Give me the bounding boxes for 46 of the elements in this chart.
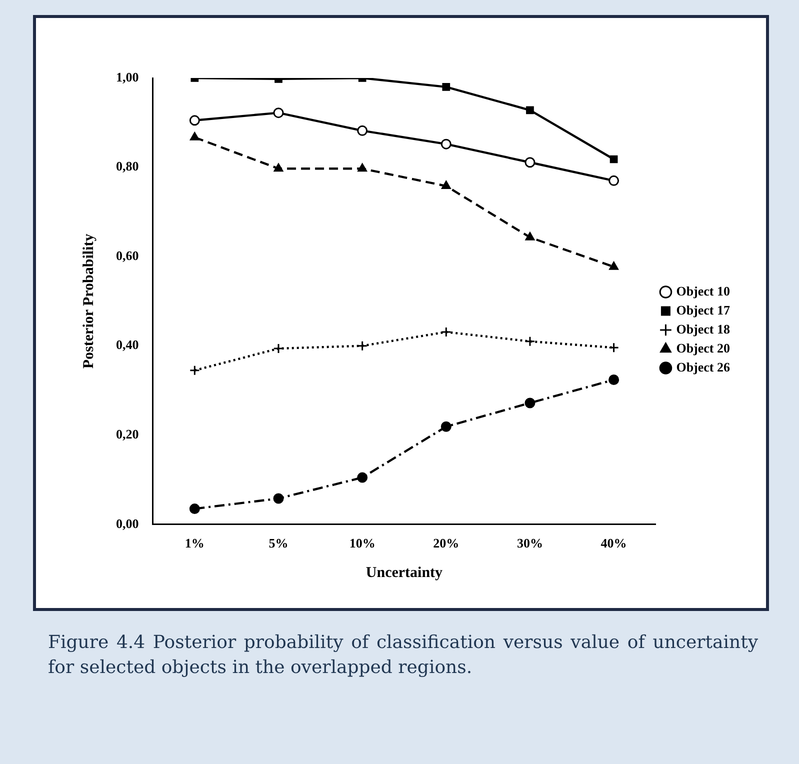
point [524,336,536,347]
x-tick-label: 30% [516,536,543,551]
point [440,138,452,150]
y-tick-label: 0,40 [116,337,139,352]
legend-label: Object 18 [676,321,730,336]
point [440,326,452,338]
x-tick-label: 40% [600,536,627,551]
point [610,155,618,164]
point [608,374,620,386]
point [189,365,200,376]
point [526,106,534,114]
point [190,132,200,140]
point [524,157,536,168]
point [442,82,450,91]
point [608,342,620,353]
legend-label: Object 20 [676,340,730,356]
y-tick-label: 0,00 [116,516,139,531]
legend-label: Object 10 [676,283,730,298]
legend-label: Object 26 [676,359,730,374]
point [274,163,284,172]
legend-label: Object 17 [676,302,730,318]
caption: Figure 4.4 Posterior probability of classification versus value of uncertainty for selected objects in the overlapped regions. [48,631,758,680]
point [189,504,200,514]
x-tick-label: 1% [184,536,204,551]
point [273,493,284,504]
x-tick-label: 5% [268,536,288,551]
y-tick-label: 1,00 [116,69,139,84]
y-tick-label: 0,60 [116,248,139,263]
y-axis-title: Posterior Probability [80,233,97,369]
point [189,115,200,126]
point [358,163,367,172]
x-tick-label: 20% [433,536,460,551]
point [440,421,452,432]
point [524,398,536,408]
y-tick-label: 0,80 [116,158,139,174]
point [357,125,368,136]
point [609,262,618,270]
x-tick-label: 10% [349,536,376,551]
y-tick-label: 0,20 [116,426,139,442]
point [273,108,284,118]
point [357,472,368,483]
point [441,180,451,190]
x-axis-title: Uncertainty [366,564,444,581]
point [525,232,535,240]
point [357,340,368,352]
point [608,175,620,186]
